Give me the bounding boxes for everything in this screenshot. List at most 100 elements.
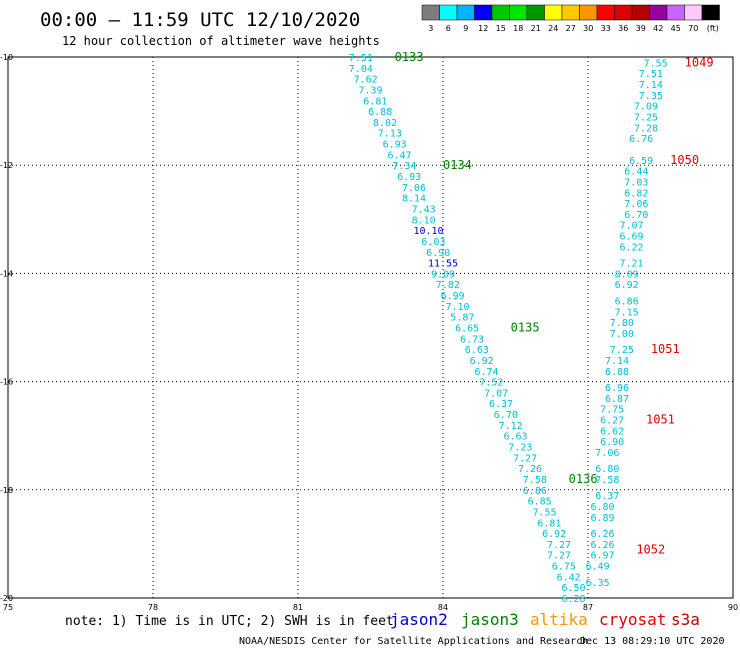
y-tick-label: -14 [0, 269, 13, 278]
swh-value: 7.04 [349, 64, 373, 75]
swh-value: 6.47 [387, 150, 411, 161]
swh-value: 6.70 [624, 210, 648, 221]
swh-value: 6.93 [397, 172, 421, 183]
x-tick-label: 90 [728, 603, 738, 612]
colorbar-label: 33 [601, 24, 611, 33]
swh-value: 6.99 [441, 291, 465, 302]
colorbar-swatch [649, 4, 668, 21]
colorbar-label: 3 [428, 24, 433, 33]
colorbar-label: 36 [618, 24, 628, 33]
swh-value: 7.07 [619, 221, 643, 232]
colorbar-swatch [561, 4, 580, 21]
chart-subtitle: 12 hour collection of altimeter wave hei… [62, 34, 380, 48]
swh-value: 7.07 [484, 388, 508, 399]
colorbar: 3 6 9 12 15 18 21 24 27 30 33 36 39 42 45 70 (ft) [421, 4, 720, 33]
chart-title: 00:00 — 11:59 UTC 12/10/2020 [40, 9, 360, 31]
swh-value: 7.51 [639, 69, 663, 80]
pass-label: 0136 [569, 472, 598, 486]
swh-value: 6.26 [590, 529, 614, 540]
y-tick-label: -12 [0, 161, 13, 170]
swh-value: 8.14 [402, 194, 426, 205]
swh-value: 7.26 [518, 464, 542, 475]
colorbar-label: 42 [653, 24, 663, 33]
swh-value: 6.86 [615, 296, 639, 307]
swh-value: 7.34 [392, 161, 416, 172]
swh-value: 7.55 [532, 507, 556, 518]
pass-label: 1051 [646, 412, 675, 426]
swh-value: 6.85 [528, 497, 552, 508]
swh-value: 7.27 [547, 551, 571, 562]
swh-value: 6.86 [523, 486, 547, 497]
y-tick-label: -18 [0, 486, 13, 495]
y-tick-label: -16 [0, 378, 13, 387]
colorbar-swatch [439, 4, 458, 21]
swh-value: 7.25 [634, 113, 658, 124]
x-tick-label: 81 [293, 603, 303, 612]
satellite-legend: jason2 jason3 altika cryosat s3a [390, 610, 700, 629]
colorbar-label: 24 [548, 24, 558, 33]
swh-value: 7.39 [358, 85, 382, 96]
swh-value: 7.14 [639, 80, 663, 91]
colorbar-swatch [631, 4, 650, 21]
swh-value: 6.75 [552, 562, 576, 573]
swh-value: 6.88 [605, 367, 629, 378]
swh-value: 11.55 [428, 259, 458, 270]
swh-value: 6.81 [363, 96, 387, 107]
y-tick-label: -20 [0, 594, 13, 603]
swh-value: 7.10 [445, 302, 469, 313]
swh-value: 6.37 [489, 399, 513, 410]
footer-timestamp: Dec 13 08:29:10 UTC 2020 [580, 636, 725, 647]
colorbar-label: 21 [531, 24, 541, 33]
x-tick-label: 75 [3, 603, 13, 612]
swh-value: 6.92 [615, 280, 639, 291]
swh-value: 6.69 [619, 232, 643, 243]
colorbar-swatch [684, 4, 703, 21]
swh-value: 7.55 [644, 58, 668, 69]
footer-credit: NOAA/NESDIS Center for Satellite Applica… [239, 636, 588, 647]
legend-jason2: jason2 [390, 610, 448, 629]
swh-value: 6.87 [605, 394, 629, 405]
swh-value: 6.63 [465, 345, 489, 356]
grid [8, 57, 733, 598]
x-tick-label: 87 [583, 603, 593, 612]
pass-label: 1049 [685, 55, 714, 69]
data-points: 7.517.047.627.396.816.888.027.136.936.47… [349, 53, 668, 605]
colorbar-label: 27 [566, 24, 576, 33]
swh-value: 6.76 [629, 134, 653, 145]
swh-value: 9.09 [431, 269, 455, 280]
colorbar-swatch [701, 4, 720, 21]
swh-value: 7.27 [547, 540, 571, 551]
colorbar-label: 45 [671, 24, 681, 33]
swh-value: 6.35 [586, 578, 610, 589]
swh-value: 6.92 [542, 529, 566, 540]
colorbar-swatch [421, 4, 440, 21]
pass-label: 0134 [443, 158, 472, 172]
colorbar-swatch [474, 4, 493, 21]
swh-value: 7.62 [354, 75, 378, 86]
swh-value: 6.59 [629, 156, 653, 167]
pass-label: 1051 [651, 342, 680, 356]
swh-value: 6.49 [586, 562, 610, 573]
swh-value: 7.06 [624, 199, 648, 210]
y-tick-label: -10 [0, 53, 13, 62]
swh-value: 7.58 [523, 475, 547, 486]
swh-value: 6.70 [494, 410, 518, 421]
swh-value: 6.50 [561, 583, 585, 594]
swh-value: 7.82 [436, 280, 460, 291]
swh-value: 7.80 [610, 318, 634, 329]
legend-altika: altika [530, 610, 588, 629]
footer-note: note: 1) Time is in UTC; 2) SWH is in fe… [65, 614, 394, 629]
swh-value: 6.27 [600, 415, 624, 426]
pass-label: 0135 [511, 321, 540, 335]
swh-value: 6.42 [557, 572, 581, 583]
colorbar-swatch [509, 4, 528, 21]
swh-value: 7.23 [508, 443, 532, 454]
swh-value: 6.28 [561, 594, 585, 605]
swh-value: 6.89 [590, 513, 614, 524]
colorbar-label: 30 [583, 24, 593, 33]
swh-value: 6.97 [590, 551, 614, 562]
swh-value: 7.43 [412, 204, 436, 215]
swh-value: 6.92 [470, 356, 494, 367]
swh-value: 7.06 [595, 448, 619, 459]
